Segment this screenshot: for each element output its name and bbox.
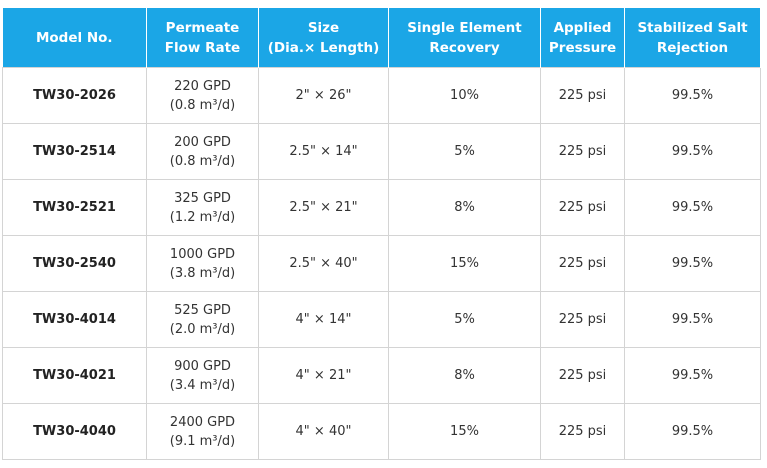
- table-cell: 2.5" × 14": [258, 123, 389, 180]
- cell-line: 325 GPD: [174, 190, 231, 206]
- cell-line: 2400 GPD: [169, 414, 236, 430]
- table-cell: 220 GPD (0.8 m³/d): [146, 67, 259, 124]
- table-cell: 99.5%: [624, 67, 761, 124]
- table-cell: 15%: [388, 235, 541, 292]
- table-cell: 1000 GPD (3.8 m³/d): [146, 235, 259, 292]
- header-row: Model No. Permeate Flow Rate Size (Dia.× Len…: [2, 8, 761, 68]
- table-cell: 325 GPD (1.2 m³/d): [146, 179, 259, 236]
- table-row: TW30-2026 220 GPD (0.8 m³/d) 2" × 26" 10% 225…: [2, 67, 761, 124]
- cell-line: (0.8 m³/d): [169, 153, 236, 169]
- table-cell: 225 psi: [540, 123, 625, 180]
- cell-line: (9.1 m³/d): [169, 433, 236, 449]
- table-cell: 99.5%: [624, 235, 761, 292]
- table-cell: 5%: [388, 291, 541, 348]
- table-cell: 99.5%: [624, 347, 761, 404]
- table-cell: 2.5" × 40": [258, 235, 389, 292]
- table-cell: 225 psi: [540, 291, 625, 348]
- table-cell: 10%: [388, 67, 541, 124]
- table-row: TW30-2521 325 GPD (1.2 m³/d) 2.5" × 21" 8% 22…: [2, 179, 761, 236]
- table-cell: 4" × 21": [258, 347, 389, 404]
- table-body: TW30-2026 220 GPD (0.8 m³/d) 2" × 26" 10% 225…: [2, 67, 761, 460]
- cell-line: (2.0 m³/d): [169, 321, 236, 337]
- table-cell: 2400 GPD (9.1 m³/d): [146, 403, 259, 460]
- model-cell: TW30-2540: [2, 235, 147, 292]
- table-cell: 15%: [388, 403, 541, 460]
- spec-table: Model No. Permeate Flow Rate Size (Dia.× Len…: [2, 8, 761, 460]
- table-cell: 225 psi: [540, 403, 625, 460]
- table-cell: 99.5%: [624, 179, 761, 236]
- table-cell: 8%: [388, 347, 541, 404]
- header-cell: Permeate Flow Rate: [146, 8, 259, 68]
- cell-line: Permeate: [165, 19, 240, 36]
- model-cell: TW30-4021: [2, 347, 147, 404]
- cell-line: 1000 GPD: [169, 246, 236, 262]
- table-cell: 99.5%: [624, 123, 761, 180]
- cell-line: 900 GPD: [174, 358, 231, 374]
- table-cell: 200 GPD (0.8 m³/d): [146, 123, 259, 180]
- table-cell: 8%: [388, 179, 541, 236]
- cell-line: Recovery: [429, 39, 500, 56]
- table-cell: 99.5%: [624, 291, 761, 348]
- table-cell: 900 GPD (3.4 m³/d): [146, 347, 259, 404]
- table-cell: 99.5%: [624, 403, 761, 460]
- table-cell: 2.5" × 21": [258, 179, 389, 236]
- table-cell: 4" × 40": [258, 403, 389, 460]
- cell-line: (3.4 m³/d): [169, 377, 236, 393]
- cell-line: Rejection: [656, 39, 729, 56]
- table-row: TW30-4021 900 GPD (3.4 m³/d) 4" × 21" 8% 225 …: [2, 347, 761, 404]
- table-cell: 225 psi: [540, 347, 625, 404]
- table-cell: 4" × 14": [258, 291, 389, 348]
- model-cell: TW30-4040: [2, 403, 147, 460]
- model-cell: TW30-2514: [2, 123, 147, 180]
- table-cell: 225 psi: [540, 235, 625, 292]
- table-row: TW30-2514 200 GPD (0.8 m³/d) 2.5" × 14" 5% 22…: [2, 123, 761, 180]
- cell-line: 525 GPD: [174, 302, 231, 318]
- cell-line: (3.8 m³/d): [169, 265, 236, 281]
- model-cell: TW30-2521: [2, 179, 147, 236]
- cell-line: Single Element: [407, 19, 522, 36]
- cell-line: Applied: [553, 19, 612, 36]
- cell-line: Model No.: [35, 29, 113, 46]
- table-row: TW30-4040 2400 GPD (9.1 m³/d) 4" × 40" 15% 22…: [2, 403, 761, 460]
- cell-line: Flow Rate: [164, 39, 241, 56]
- cell-line: (0.8 m³/d): [169, 97, 236, 113]
- header-cell: Stabilized Salt Rejection: [624, 8, 761, 68]
- cell-line: (Dia.× Length): [267, 39, 380, 56]
- table-row: TW30-4014 525 GPD (2.0 m³/d) 4" × 14" 5% 225 …: [2, 291, 761, 348]
- cell-line: 220 GPD: [174, 78, 231, 94]
- cell-line: Pressure: [548, 39, 617, 56]
- header-cell: Applied Pressure: [540, 8, 625, 68]
- header-cell: Model No.: [2, 8, 147, 68]
- table-cell: 225 psi: [540, 67, 625, 124]
- cell-line: 200 GPD: [174, 134, 231, 150]
- cell-line: Stabilized Salt: [637, 19, 748, 36]
- table-cell: 525 GPD (2.0 m³/d): [146, 291, 259, 348]
- cell-line: Size: [307, 19, 340, 36]
- header-cell: Single Element Recovery: [388, 8, 541, 68]
- header-cell: Size (Dia.× Length): [258, 8, 389, 68]
- table-cell: 225 psi: [540, 179, 625, 236]
- cell-line: (1.2 m³/d): [169, 209, 236, 225]
- table-cell: 5%: [388, 123, 541, 180]
- table-row: TW30-2540 1000 GPD (3.8 m³/d) 2.5" × 40" 15%…: [2, 235, 761, 292]
- model-cell: TW30-2026: [2, 67, 147, 124]
- model-cell: TW30-4014: [2, 291, 147, 348]
- table-cell: 2" × 26": [258, 67, 389, 124]
